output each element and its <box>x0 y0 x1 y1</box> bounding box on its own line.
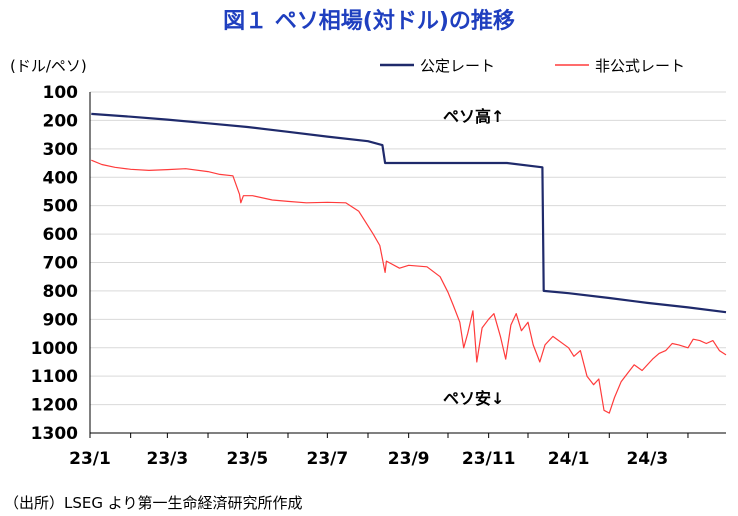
y-tick-label-1100: 1100 <box>31 367 78 387</box>
axes <box>89 92 726 434</box>
chart-title: 図１ ペソ相場(対ドル)の推移 <box>223 8 515 34</box>
y-axis-label: (ドル/ペソ) <box>10 57 87 75</box>
y-tick-label-1200: 1200 <box>31 396 78 416</box>
y-tick-label-800: 800 <box>43 282 79 302</box>
x-tick-label-23-9: 23/9 <box>388 449 430 469</box>
y-tick-label-600: 600 <box>43 225 79 245</box>
series-line-official <box>91 112 727 314</box>
x-tick-label-24-1: 24/1 <box>548 449 590 469</box>
legend-label-unofficial: 非公式レート <box>595 57 685 75</box>
y-tick-label-700: 700 <box>43 254 79 274</box>
y-tick-label-1300: 1300 <box>31 424 78 444</box>
x-tick-label-24-3: 24/3 <box>626 449 668 469</box>
series-lines <box>91 112 727 414</box>
annotation-peso-weak: ペソ安↓ <box>443 389 504 408</box>
x-tick-label-23-1: 23/1 <box>69 449 111 469</box>
y-tick-label-900: 900 <box>43 310 79 330</box>
y-tick-label-300: 300 <box>43 140 79 160</box>
legend-label-official: 公定レート <box>420 57 495 75</box>
x-tick-label-23-3: 23/3 <box>147 449 189 469</box>
y-tick-label-500: 500 <box>43 197 79 217</box>
x-tick-label-23-7: 23/7 <box>307 449 349 469</box>
gridlines <box>90 91 726 434</box>
x-axis-ticks: 23/1 23/3 23/5 23/7 23/9 23/11 24/1 24/3 <box>69 433 689 469</box>
x-tick-label-23-5: 23/5 <box>227 449 269 469</box>
legend: 公定レート 非公式レート <box>380 57 685 75</box>
x-tick-label-23-11: 23/11 <box>462 449 516 469</box>
series-line-unofficial <box>91 159 727 414</box>
annotation-peso-strong: ペソ高↑ <box>443 107 504 126</box>
y-tick-label-1000: 1000 <box>31 339 78 359</box>
y-tick-label-400: 400 <box>43 168 79 188</box>
y-tick-label-100: 100 <box>43 83 79 103</box>
y-axis-ticks: 100 200 300 400 500 600 700 800 900 1000 1100 1200 1… <box>31 83 78 444</box>
source-note: （出所）LSEG より第一生命経済研究所作成 <box>4 494 302 512</box>
y-tick-label-200: 200 <box>43 111 79 131</box>
